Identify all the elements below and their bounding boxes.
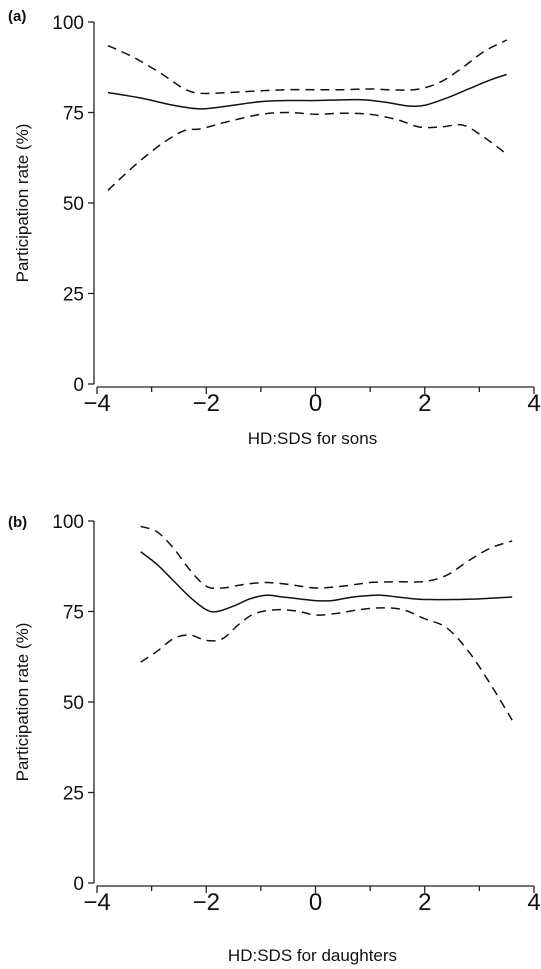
panel-a: (a) 0 25 50 75 100 −4 −2 0 2 4 HD:SDS for sons Parti… <box>8 8 541 448</box>
panel-b: (b) 0 25 50 75 100 −4 −2 0 2 4 HD:SDS for daughters… <box>8 512 541 965</box>
upper-ci-line <box>107 39 508 95</box>
panel-label: (a) <box>8 8 26 25</box>
upper-ci-line <box>140 525 513 590</box>
y-tick-label: 100 <box>52 512 84 533</box>
x-tick-label: −2 <box>193 889 220 916</box>
x-tick-label: 4 <box>527 889 540 916</box>
y-axis-title: Participation rate (%) <box>13 124 32 283</box>
x-tick-label: 2 <box>418 889 431 916</box>
x-tick-label: −2 <box>193 390 220 417</box>
y-tick-label: 50 <box>63 194 84 215</box>
x-tick-label: 0 <box>309 390 322 417</box>
x-axis-title: HD:SDS for daughters <box>228 946 397 965</box>
x-tick-label: −4 <box>83 889 110 916</box>
lower-ci-line <box>140 607 513 721</box>
y-tick-label: 0 <box>73 375 84 396</box>
y-tick-label: 50 <box>63 693 84 714</box>
x-tick-label: 4 <box>527 390 540 417</box>
y-tick-label: 100 <box>52 13 84 34</box>
y-tick-label: 25 <box>63 784 84 805</box>
y-tick-label: 25 <box>63 285 84 306</box>
x-tick-label: 2 <box>418 390 431 417</box>
y-tick-label: 75 <box>63 104 84 125</box>
y-tick-label: 0 <box>73 874 84 895</box>
x-axis-title: HD:SDS for sons <box>248 429 377 448</box>
x-tick-label: 0 <box>309 889 322 916</box>
estimate-line <box>107 73 507 110</box>
lower-ci-line <box>107 111 508 191</box>
y-tick-label: 75 <box>63 603 84 624</box>
x-tick-label: −4 <box>83 390 110 417</box>
y-axis-title: Participation rate (%) <box>13 623 32 782</box>
estimate-line <box>140 551 513 613</box>
panel-label: (b) <box>8 514 27 531</box>
